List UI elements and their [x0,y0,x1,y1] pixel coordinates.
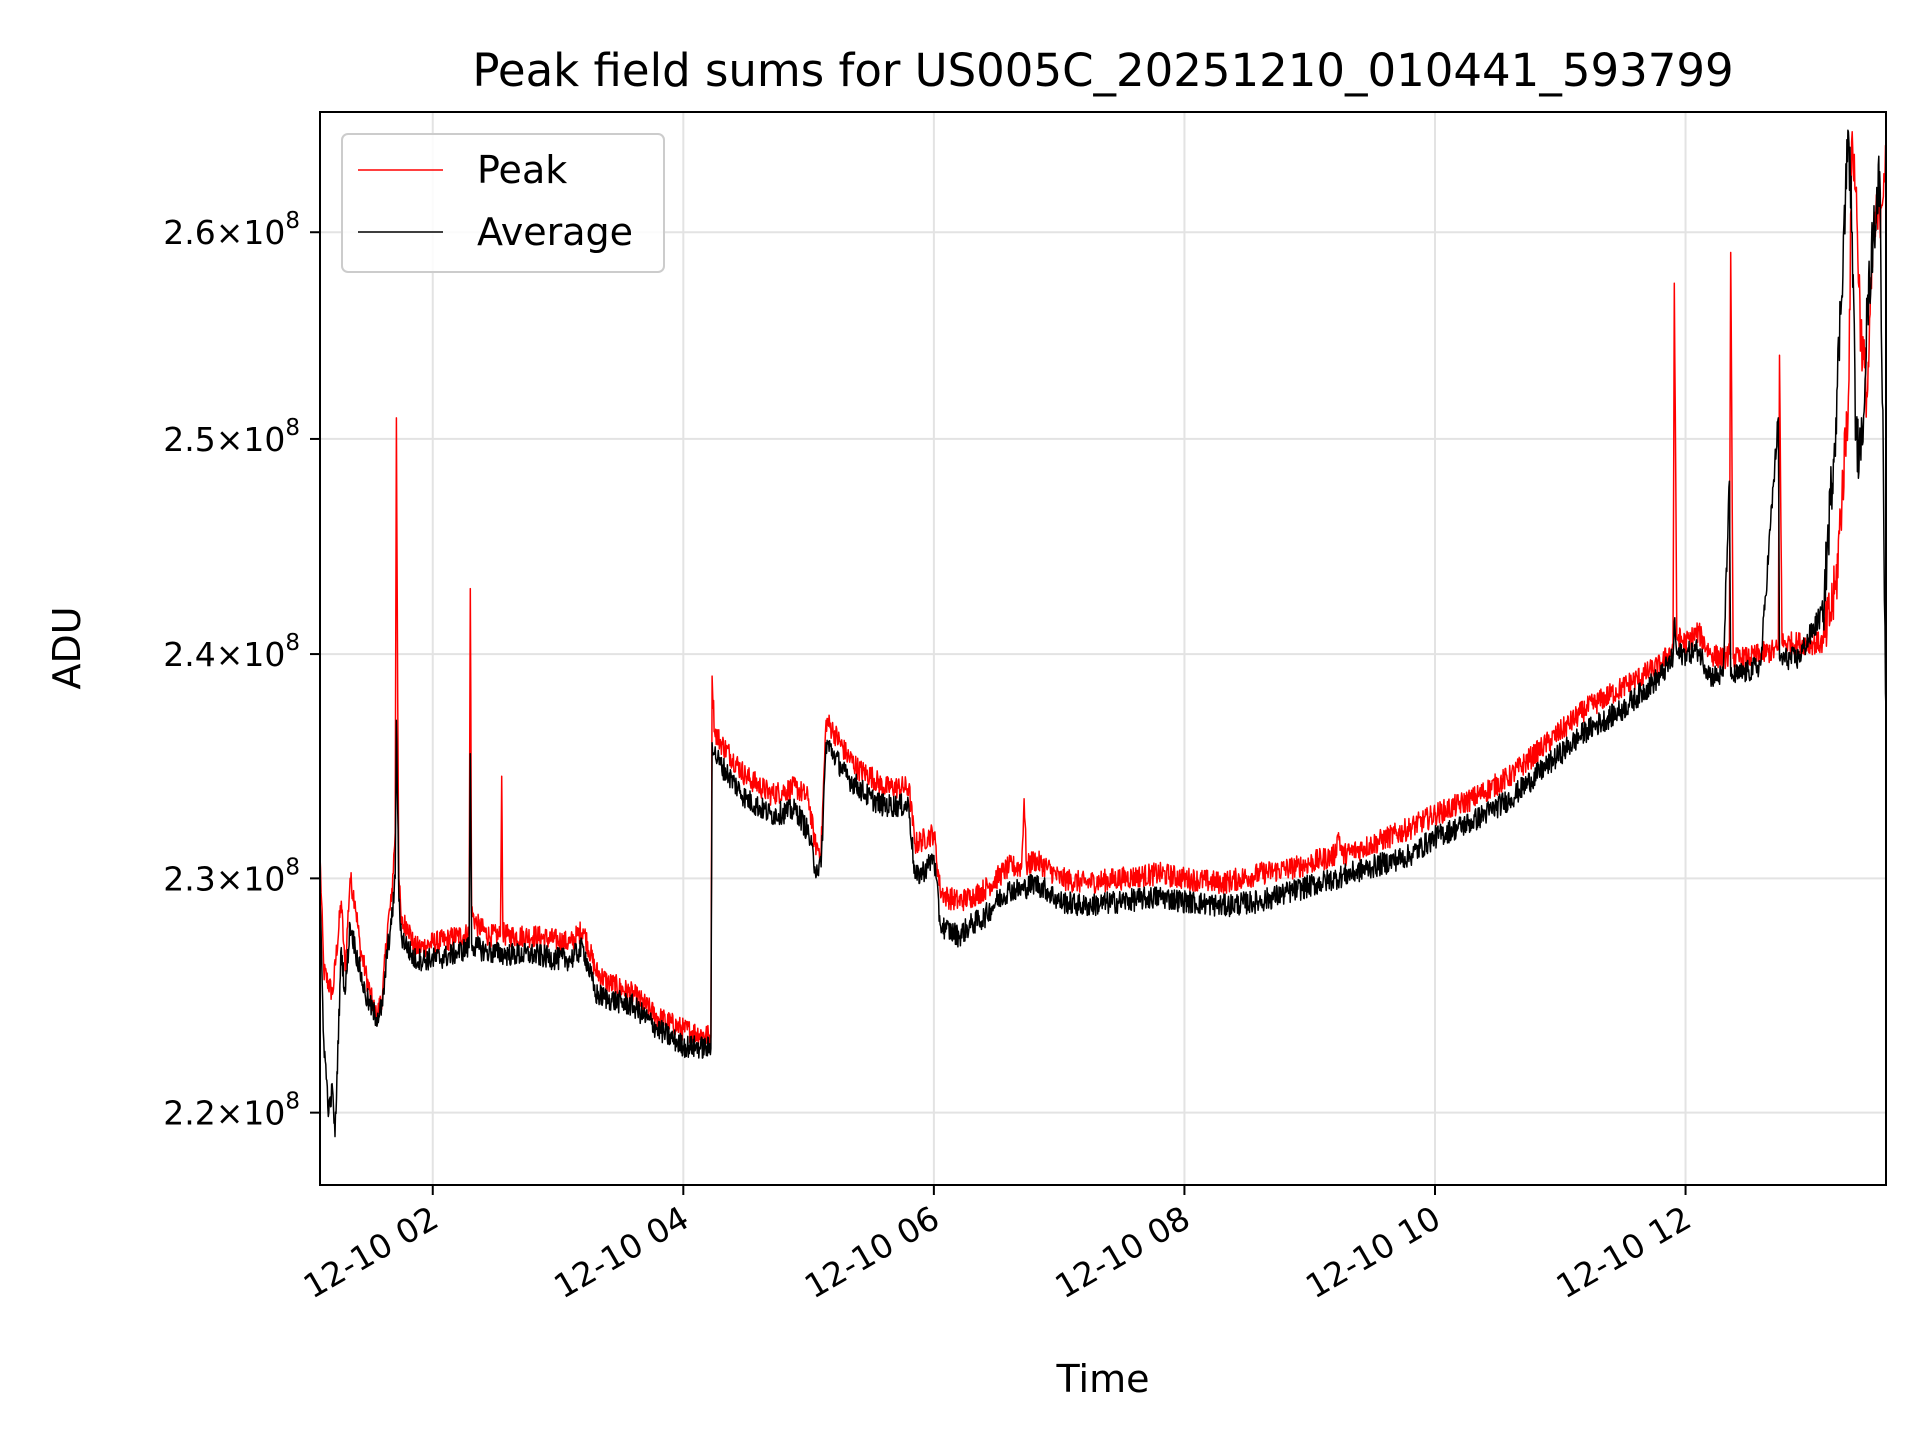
y-tick-label: 2.5×108 [163,415,300,459]
x-axis-label: Time [1056,1357,1150,1401]
legend-label-peak: Peak [477,148,567,192]
series-layer [320,129,1886,1138]
legend-label-average: Average [477,210,633,254]
y-tick-label: 2.4×108 [163,630,300,674]
series-line-average [320,129,1886,1138]
y-tick-label: 2.6×108 [163,208,300,252]
y-axis: 2.2×108 2.3×108 2.4×108 2.5×108 2.6×108 [163,208,320,1133]
chart-title: Peak field sums for US005C_20251210_0104… [472,44,1733,97]
legend-box [341,133,665,273]
legend: Peak Average [341,133,665,273]
grid [320,112,1886,1185]
plot-frame [319,111,1887,1186]
y-axis-label: ADU [45,606,89,689]
series-line-peak [320,131,1886,1048]
y-tick-label: 2.2×108 [163,1089,300,1133]
y-tick-label: 2.3×108 [163,854,300,898]
